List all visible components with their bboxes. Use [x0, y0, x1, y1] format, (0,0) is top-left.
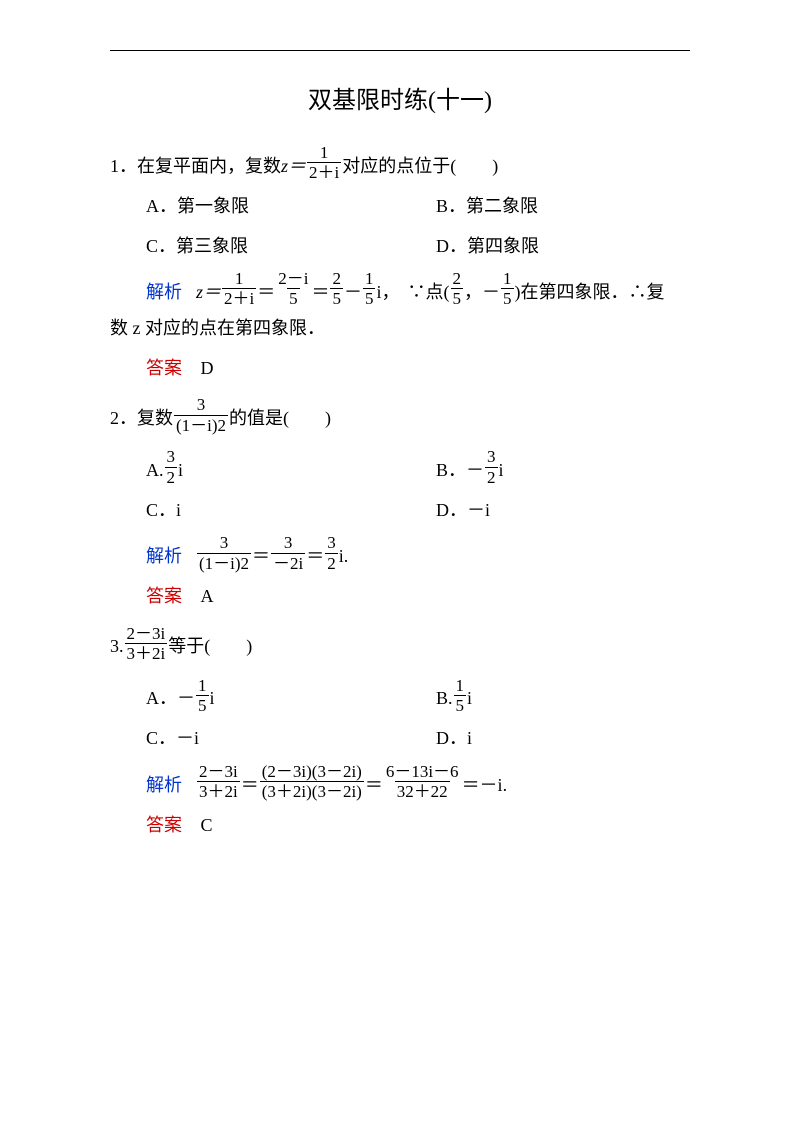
analysis-label: 解析 — [146, 275, 182, 309]
q3-optA: A．－ 15 i — [110, 664, 400, 716]
q1-optB: B．第二象限 — [400, 183, 690, 223]
question-2: 2． 复数 3 (1－i)2 的值是( ) A. 32 i B．－ 32 i C… — [110, 395, 690, 613]
q3-frac: 2－3i 3＋2i — [125, 624, 168, 664]
q3-stem: 3. 2－3i 3＋2i 等于( ) — [110, 624, 690, 664]
q2-options: A. 32 i B．－ 32 i C．i D．－i — [110, 435, 690, 527]
q1-post: 对应的点位于( ) — [342, 149, 498, 183]
q1-z: z＝ — [281, 149, 306, 183]
q1-frac: 1 2＋i — [307, 143, 341, 183]
q2-answer: 答案 A — [110, 579, 690, 613]
q2-stem: 2． 复数 3 (1－i)2 的值是( ) — [110, 395, 690, 435]
top-rule — [110, 50, 690, 51]
q2-optC: C．i — [110, 487, 400, 527]
q2-frac: 3 (1－i)2 — [174, 395, 228, 435]
q1-pre: 在复平面内，复数 — [137, 149, 281, 183]
q2-optB: B．－ 32 i — [400, 435, 690, 487]
q1-num: 1． — [110, 149, 137, 183]
q2-analysis: 解析 3(1－i)2 ＝ 3－2i ＝ 32 i. — [110, 533, 690, 573]
answer-label: 答案 — [146, 358, 182, 378]
q3-optD: D．i — [400, 716, 690, 756]
q3-optC: C．－i — [110, 716, 400, 756]
q1-answer-value: D — [201, 358, 214, 378]
q1-analysis: 解析 z＝ 12＋i ＝ 2－i5 ＝ 25 － 15 i， ∵点( 25 ，－… — [110, 269, 690, 309]
q1-optA: A．第一象限 — [110, 183, 400, 223]
q3-optB: B. 15 i — [400, 664, 690, 716]
q1-analysis-line2: 数 z 对应的点在第四象限． — [110, 311, 690, 345]
q1-options: A．第一象限 B．第二象限 C．第三象限 D．第四象限 — [110, 183, 690, 263]
q1-optD: D．第四象限 — [400, 223, 690, 263]
q3-analysis: 解析 2－3i3＋2i ＝ (2－3i)(3－2i)(3＋2i)(3－2i) ＝… — [110, 762, 690, 802]
q1-stem: 1． 在复平面内，复数 z＝ 1 2＋i 对应的点位于( ) — [110, 143, 690, 183]
q1-optC: C．第三象限 — [110, 223, 400, 263]
q3-options: A．－ 15 i B. 15 i C．－i D．i — [110, 664, 690, 756]
question-1: 1． 在复平面内，复数 z＝ 1 2＋i 对应的点位于( ) A．第一象限 B．… — [110, 143, 690, 386]
page-title: 双基限时练(十一) — [110, 79, 690, 125]
q2-optA: A. 32 i — [110, 435, 400, 487]
q2-optD: D．－i — [400, 487, 690, 527]
question-3: 3. 2－3i 3＋2i 等于( ) A．－ 15 i B. 15 i C．－i… — [110, 624, 690, 842]
q3-answer: 答案 C — [110, 808, 690, 842]
q1-answer: 答案 D — [110, 351, 690, 385]
